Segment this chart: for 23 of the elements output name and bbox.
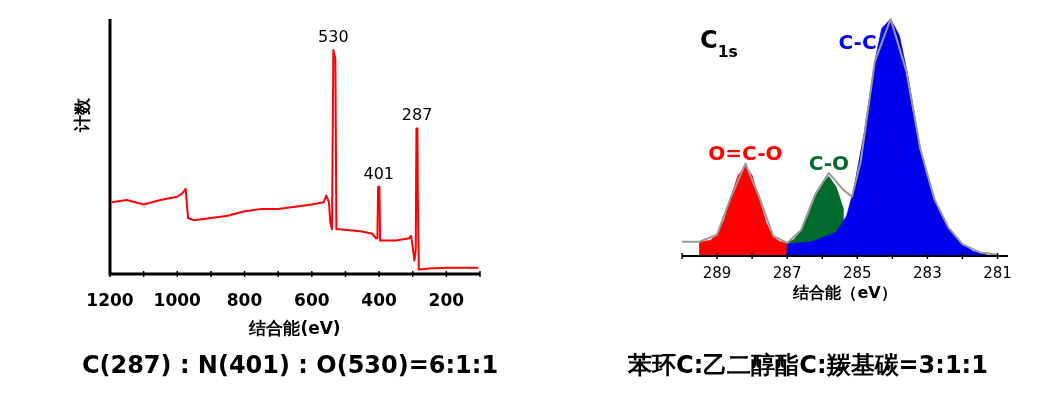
y-axis-title: 计数 xyxy=(72,97,92,133)
annotation: 401 xyxy=(363,163,395,183)
x-tick-label: 800 xyxy=(226,290,263,310)
x-tick-label: 283 xyxy=(913,264,942,282)
annotation: 530 xyxy=(318,27,349,46)
x-tick-label: 200 xyxy=(428,290,465,310)
x-axis-title: 结合能（eV） xyxy=(792,283,897,302)
series-label: C-C xyxy=(838,30,877,54)
x-tick-label: 1200 xyxy=(86,290,134,310)
x-tick-label: 600 xyxy=(294,290,330,310)
series-label: O=C-O xyxy=(708,140,783,165)
x-axis-title: 结合能(eV) xyxy=(248,318,341,338)
x-tick-label: 285 xyxy=(842,264,872,282)
annotation: 287 xyxy=(401,105,433,125)
text: C(287) : N(401) : O(530)=6:1:1 xyxy=(81,351,499,379)
x-tick-label: 1000 xyxy=(153,290,202,310)
series-label: C-O xyxy=(808,150,850,175)
x-tick-label: 400 xyxy=(361,290,397,310)
x-tick-label: 289 xyxy=(702,264,732,282)
x-tick-label: 281 xyxy=(983,264,1012,282)
text: C$_{1s}$ xyxy=(700,26,738,61)
x-tick-label: 287 xyxy=(772,264,802,282)
text: 苯环C:乙二醇酯C:羰基碳=3:1:1 xyxy=(627,351,988,379)
